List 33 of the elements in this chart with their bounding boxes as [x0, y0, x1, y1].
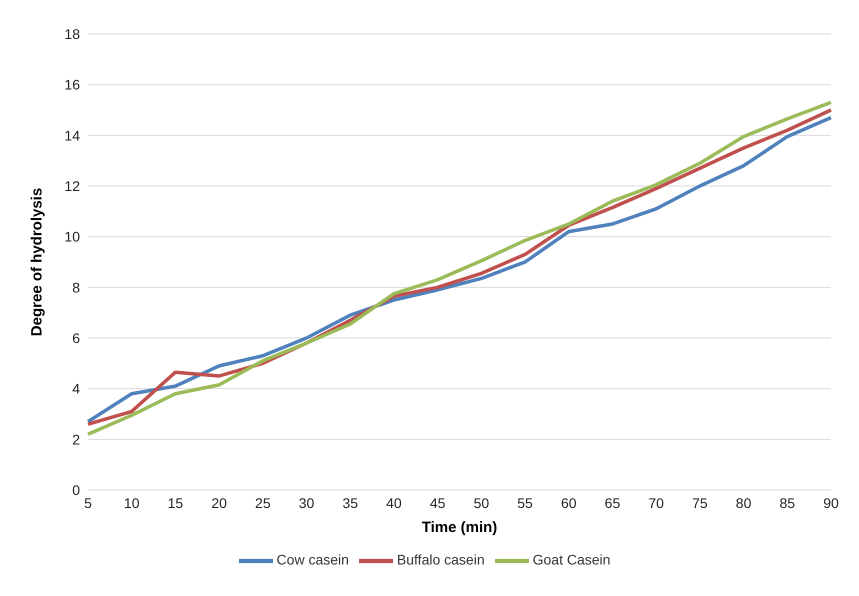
x-tick-label: 20	[211, 494, 228, 511]
legend-label: Goat Casein	[532, 552, 610, 568]
y-tick-label: 2	[72, 431, 80, 448]
x-axis-title: Time (min)	[422, 519, 498, 536]
legend-label: Cow casein	[276, 552, 349, 568]
y-tick-label: 16	[64, 76, 80, 93]
x-tick-label: 15	[168, 494, 184, 511]
x-tick-label: 10	[124, 494, 140, 511]
x-tick-label: 5	[84, 494, 92, 511]
legend-label: Buffalo casein	[396, 552, 485, 568]
x-tick-label: 80	[736, 494, 752, 511]
x-tick-label: 65	[604, 494, 620, 511]
y-axis-title: Degree of hydrolysis	[28, 188, 46, 336]
x-tick-label: 40	[386, 494, 402, 511]
x-tick-label: 75	[692, 494, 708, 511]
y-tick-label: 0	[72, 482, 80, 498]
x-tick-label: 55	[517, 494, 534, 511]
x-tick-label: 50	[474, 494, 490, 511]
x-tick-label: 90	[823, 494, 839, 511]
x-tick-label: 35	[342, 494, 358, 511]
y-tick-label: 14	[64, 127, 80, 144]
y-tick-label: 12	[64, 178, 80, 194]
x-tick-label: 85	[780, 494, 796, 511]
x-tick-label: 60	[560, 494, 577, 511]
x-tick-label: 45	[430, 494, 446, 511]
x-tick-label: 30	[298, 494, 315, 511]
x-tick-label: 25	[255, 494, 271, 511]
y-tick-label: 6	[72, 330, 80, 346]
y-tick-label: 10	[64, 228, 80, 245]
y-tick-label: 18	[64, 26, 80, 42]
y-tick-label: 8	[72, 279, 80, 296]
y-tick-label: 4	[72, 380, 80, 397]
x-tick-label: 70	[648, 494, 664, 511]
